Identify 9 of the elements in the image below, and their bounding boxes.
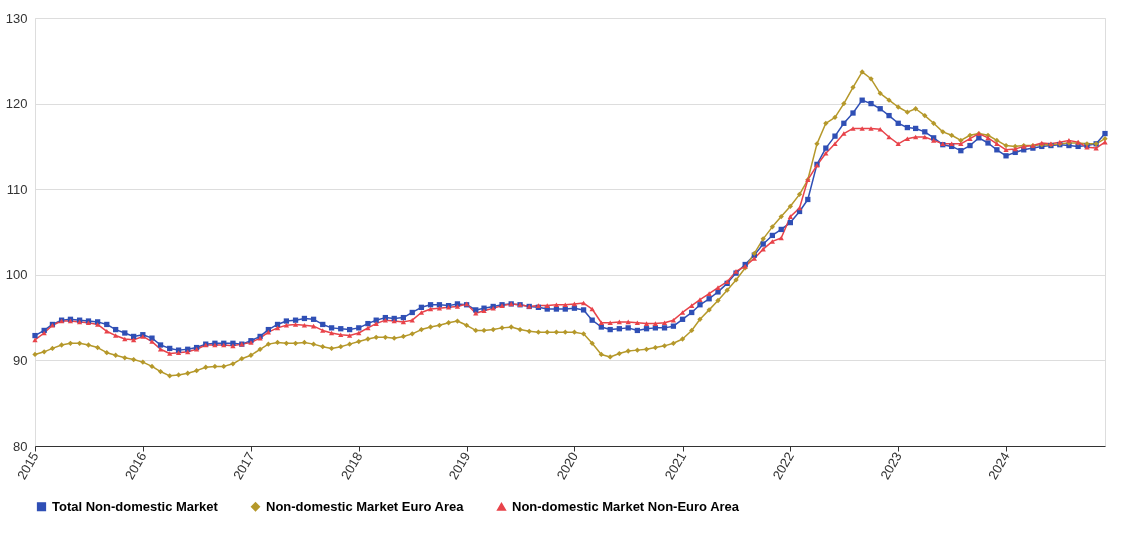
legend-label: Non-domestic Market Non-Euro Area: [512, 498, 740, 514]
legend-label: Total Non-domestic Market: [52, 498, 219, 514]
y-tick-label: 90: [13, 352, 28, 368]
y-tick-label: 80: [13, 438, 28, 454]
y-tick-label: 130: [5, 10, 28, 26]
y-tick-label: 120: [5, 96, 28, 112]
y-tick-label: 100: [5, 267, 28, 283]
legend-label: Non-domestic Market Euro Area: [266, 498, 465, 514]
y-tick-label: 110: [6, 181, 28, 197]
